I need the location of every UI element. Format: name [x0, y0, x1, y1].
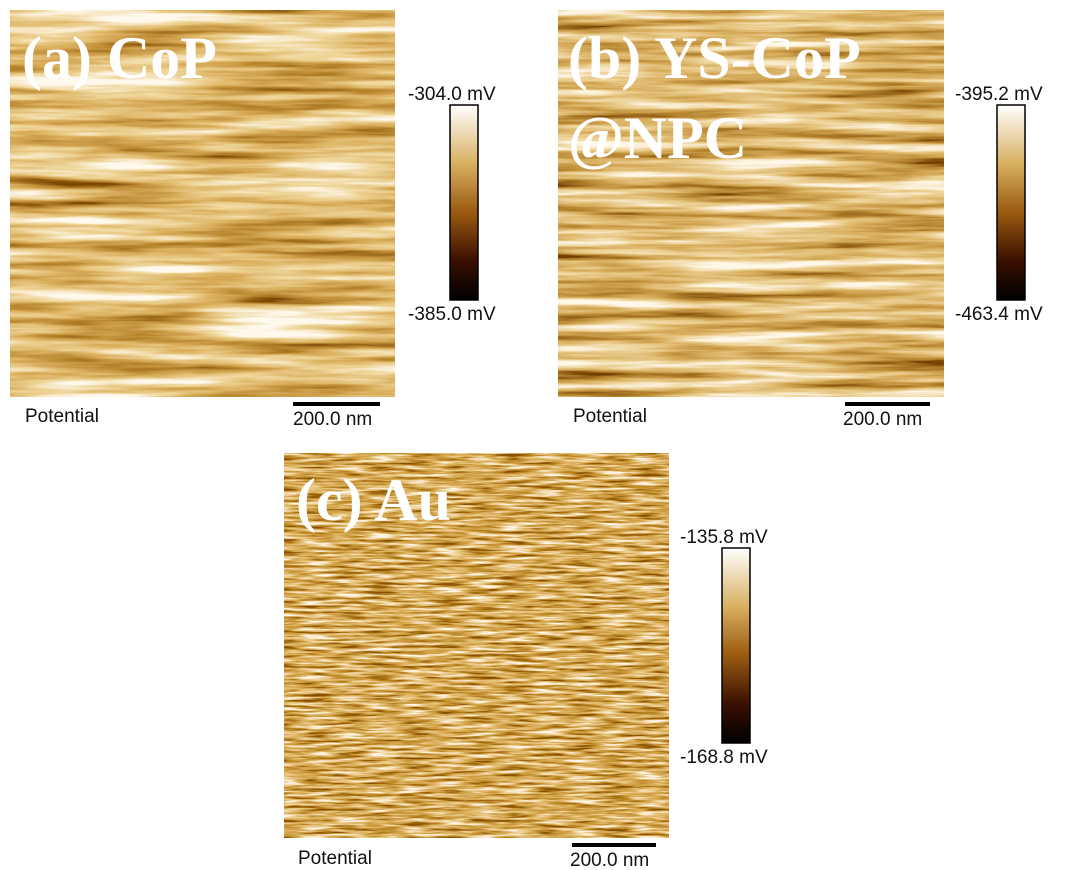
color-max-label: -135.8 mV: [680, 527, 768, 548]
panel-label: (a) CoP: [22, 25, 217, 91]
panel-label: (b) YS-CoP: [568, 25, 861, 91]
panel-a: (a) CoP -304.0 mV -385.0 mV Potential 20…: [10, 10, 496, 430]
scale-bar-label: 200.0 nm: [570, 850, 649, 870]
panel-c: (c) Au -135.8 mV -168.8 mV Potential 200…: [284, 453, 768, 870]
color-max-label: -304.0 mV: [408, 84, 496, 105]
panel-b: (b) YS-CoP @NPC -395.2 mV -463.4 mV Pote…: [558, 10, 1043, 430]
color-min-label: -168.8 mV: [680, 747, 768, 768]
channel-label: Potential: [573, 406, 647, 427]
color-max-label: -395.2 mV: [955, 84, 1043, 105]
panel-label: (c) Au: [296, 467, 451, 533]
scale-bar-label: 200.0 nm: [843, 409, 922, 430]
body: (a) CoP -304.0 mV -385.0 mV Potential 20…: [0, 0, 1066, 870]
color-min-label: -463.4 mV: [955, 304, 1043, 325]
channel-label: Potential: [25, 406, 99, 427]
figure: (a) CoP -304.0 mV -385.0 mV Potential 20…: [0, 0, 1066, 870]
page: {"panels": [ {"label_lines": ["(a) CoP"]…: [0, 0, 1066, 870]
color-bar: [450, 105, 478, 300]
color-bar: [722, 548, 750, 743]
channel-label: Potential: [298, 848, 372, 869]
panel-label: @NPC: [568, 105, 747, 171]
color-bar: [997, 105, 1025, 300]
scale-bar-label: 200.0 nm: [293, 409, 372, 430]
color-min-label: -385.0 mV: [408, 304, 496, 325]
